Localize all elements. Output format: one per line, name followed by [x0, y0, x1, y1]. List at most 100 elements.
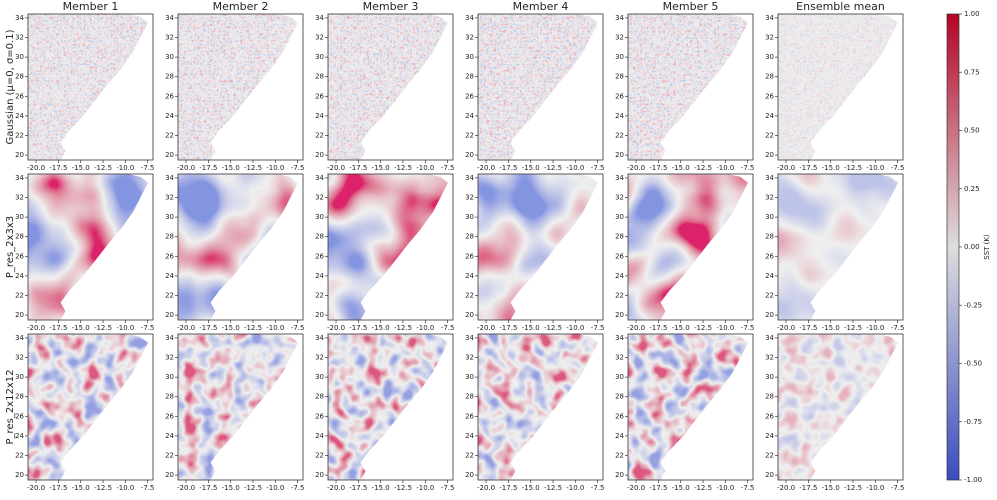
x-tick-label: -7.5 [441, 324, 455, 332]
y-tick-label: 30 [765, 213, 774, 221]
column-title: Member 4 [513, 0, 569, 13]
y-tick-label: 24 [315, 432, 324, 440]
x-tick-label: -10.0 [416, 484, 434, 492]
y-tick-label: 34 [765, 334, 774, 342]
x-tick-label: -17.5 [49, 164, 67, 172]
sea-field [778, 174, 898, 320]
x-tick-label: -17.5 [649, 324, 667, 332]
x-tick-label: -7.5 [141, 164, 155, 172]
y-tick-label: 32 [465, 194, 474, 202]
y-tick-label: 26 [315, 412, 324, 420]
y-tick-label: 28 [615, 73, 624, 81]
y-tick-label: 20 [615, 471, 624, 479]
x-tick-label: -20.0 [777, 324, 795, 332]
y-tick-label: 32 [15, 34, 24, 42]
y-tick-label: 30 [15, 373, 24, 381]
y-tick-label: 26 [465, 92, 474, 100]
y-tick-label: 26 [15, 92, 24, 100]
x-tick-label: -7.5 [291, 324, 305, 332]
y-tick-label: 34 [165, 334, 174, 342]
y-tick-label: 22 [615, 132, 624, 140]
y-tick-label: 34 [315, 174, 324, 182]
colorbar-tick-label: 0.00 [964, 243, 980, 251]
y-tick-label: 28 [165, 73, 174, 81]
sea-field [628, 334, 748, 480]
x-tick-label: -12.5 [244, 324, 262, 332]
x-tick-label: -7.5 [591, 324, 605, 332]
y-tick-label: 26 [165, 92, 174, 100]
x-tick-label: -17.5 [199, 484, 217, 492]
y-tick-label: 28 [15, 393, 24, 401]
y-tick-label: 20 [165, 471, 174, 479]
y-tick-label: 20 [465, 151, 474, 159]
y-tick-label: 22 [15, 132, 24, 140]
colorbar-tick-label: -0.75 [964, 418, 982, 426]
x-tick-label: -12.5 [94, 484, 112, 492]
x-tick-label: -12.5 [544, 324, 562, 332]
y-tick-label: 26 [165, 412, 174, 420]
y-tick-label: 30 [465, 213, 474, 221]
panel-frame [27, 173, 154, 321]
sea-field [478, 174, 598, 320]
x-tick-label: -12.5 [544, 164, 562, 172]
y-tick-label: 20 [765, 151, 774, 159]
y-tick-label: 34 [465, 14, 474, 22]
x-tick-label: -20.0 [627, 484, 645, 492]
y-tick-label: 32 [15, 354, 24, 362]
x-tick-label: -15.0 [72, 484, 90, 492]
x-tick-label: -7.5 [291, 164, 305, 172]
y-tick-label: 34 [765, 14, 774, 22]
y-tick-label: 24 [465, 432, 474, 440]
x-tick-label: -10.0 [716, 324, 734, 332]
panel-frame [777, 173, 904, 321]
y-tick-label: 22 [465, 452, 474, 460]
x-tick-label: -17.5 [499, 324, 517, 332]
y-tick-label: 28 [165, 393, 174, 401]
y-tick-label: 20 [165, 311, 174, 319]
column-title: Member 3 [363, 0, 419, 13]
x-tick-label: -15.0 [222, 164, 240, 172]
sea-field [328, 174, 448, 320]
sea-field [178, 174, 298, 320]
y-tick-label: 30 [765, 53, 774, 61]
y-tick-label: 26 [615, 252, 624, 260]
x-tick-label: -10.0 [266, 164, 284, 172]
colorbar-tick-label: 0.75 [964, 68, 980, 76]
y-tick-label: 28 [165, 233, 174, 241]
sea-field [28, 334, 148, 480]
y-tick-label: 20 [15, 471, 24, 479]
y-tick-label: 22 [615, 292, 624, 300]
x-tick-label: -7.5 [891, 484, 905, 492]
sea-field [328, 334, 448, 480]
x-tick-label: -12.5 [694, 484, 712, 492]
y-tick-label: 32 [465, 354, 474, 362]
y-tick-label: 32 [15, 194, 24, 202]
y-tick-label: 30 [165, 213, 174, 221]
sea-field [778, 14, 898, 160]
y-tick-label: 34 [765, 174, 774, 182]
y-tick-label: 34 [15, 14, 24, 22]
panel-frame [477, 13, 604, 161]
y-tick-label: 24 [315, 272, 324, 280]
x-tick-label: -10.0 [116, 484, 134, 492]
x-tick-label: -20.0 [627, 324, 645, 332]
y-tick-label: 20 [615, 311, 624, 319]
y-tick-label: 24 [615, 272, 624, 280]
y-tick-label: 32 [165, 354, 174, 362]
x-tick-label: -12.5 [394, 164, 412, 172]
x-tick-label: -12.5 [844, 324, 862, 332]
y-tick-label: 34 [615, 334, 624, 342]
y-tick-label: 26 [15, 252, 24, 260]
x-tick-label: -10.0 [716, 164, 734, 172]
x-tick-label: -17.5 [799, 164, 817, 172]
y-tick-label: 28 [15, 73, 24, 81]
y-tick-label: 26 [465, 252, 474, 260]
x-tick-label: -15.0 [822, 164, 840, 172]
y-tick-label: 30 [315, 53, 324, 61]
x-tick-label: -10.0 [566, 484, 584, 492]
sea-field [178, 334, 298, 480]
y-tick-label: 20 [615, 151, 624, 159]
y-tick-label: 28 [465, 233, 474, 241]
column-title: Member 2 [213, 0, 269, 13]
